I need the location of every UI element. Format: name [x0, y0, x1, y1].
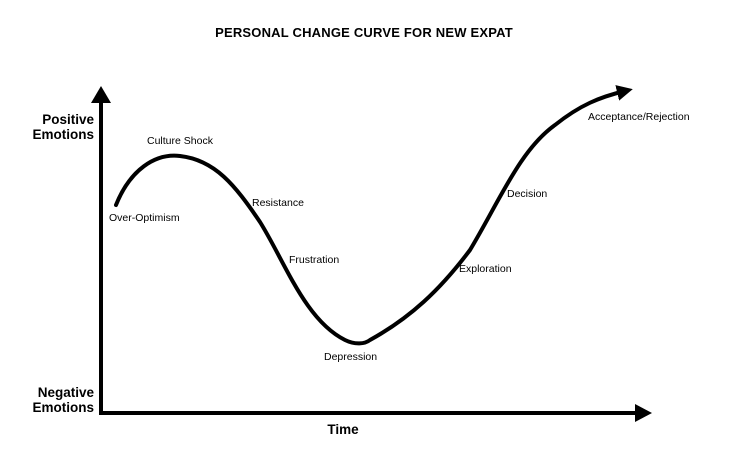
stage-label-decision: Decision [507, 188, 547, 200]
stage-label-frustration: Frustration [289, 254, 339, 266]
x-axis-label: Time [327, 422, 359, 437]
y-axis-top-label-line1: Positive [42, 112, 94, 127]
stage-label-depression: Depression [324, 351, 377, 363]
stage-label-resistance: Resistance [252, 197, 304, 209]
x-axis-arrowhead [635, 404, 652, 422]
y-axis-bottom-label-line1: Negative [38, 385, 95, 400]
change-curve-line [114, 85, 633, 346]
y-axis-top-label-line2: Emotions [32, 127, 94, 142]
stage-label-exploration: Exploration [459, 263, 512, 275]
y-axis-arrowhead [91, 86, 111, 103]
stage-label-acceptance-rejection: Acceptance/Rejection [588, 111, 690, 123]
diagram-title: PERSONAL CHANGE CURVE FOR NEW EXPAT [215, 25, 513, 40]
stage-label-culture-shock: Culture Shock [147, 135, 214, 147]
stage-label-over-optimism: Over-Optimism [109, 212, 180, 224]
y-axis-bottom-label-line2: Emotions [32, 400, 94, 415]
